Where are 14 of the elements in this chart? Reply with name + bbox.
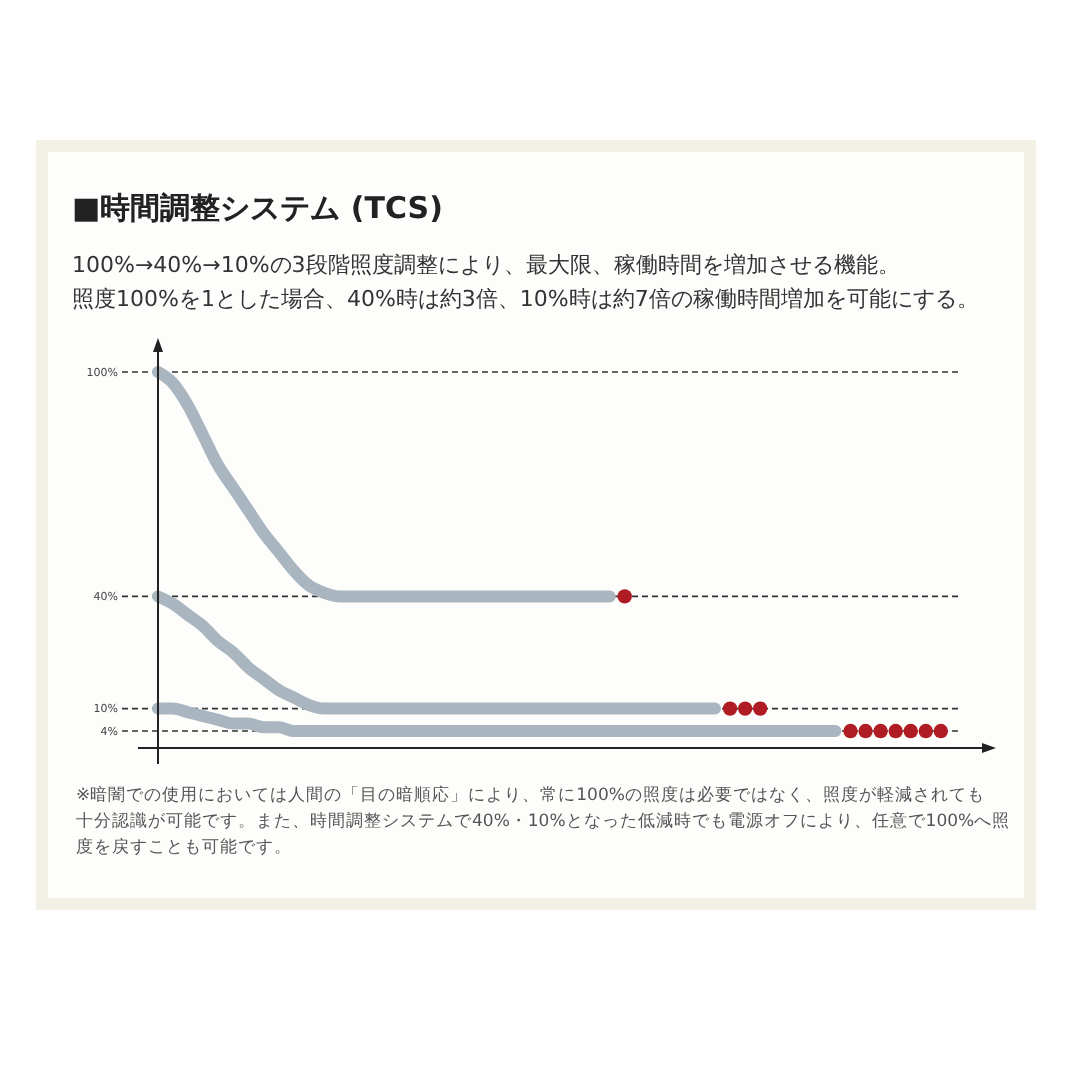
point	[843, 723, 858, 739]
point	[873, 723, 888, 739]
text: ※暗闇での使用においては人間の「目の暗順応」により、常に100%の照度は必要ではなく、照度が軽減されても十分認識が可能です。また、時間調整システムで40%・10%となった低減時でも電源オフにより、任意で100%へ照度を戻すことも可能です。	[76, 784, 1011, 858]
point	[858, 723, 873, 739]
point	[888, 723, 903, 739]
chart-subtitle: 100%→40%→10%の3段階照度調整により、最大限、稼働時間を増加させる機能。照度100%を1とした場合、40%時は約3倍、10%時は約7倍の稼働時間増加を可能にする。	[72, 252, 979, 312]
chart-title: ■時間調整システム (TCS)	[72, 190, 443, 226]
point	[617, 589, 632, 604]
point	[933, 723, 949, 739]
point	[722, 701, 738, 716]
point	[918, 723, 933, 739]
point	[903, 723, 918, 739]
point	[737, 701, 753, 716]
point	[752, 701, 768, 716]
